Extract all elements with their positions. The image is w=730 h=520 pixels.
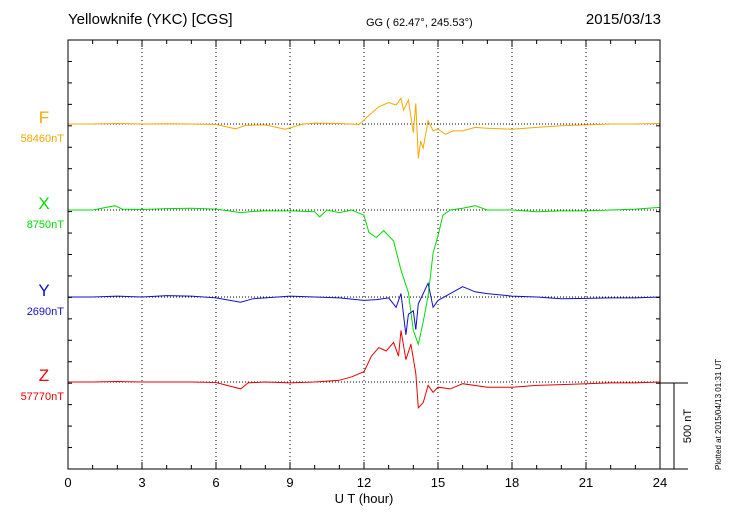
scale-bar: 500 nT [660, 382, 694, 470]
scale-bar-label: 500 nT [682, 409, 694, 444]
series-line-f [68, 96, 661, 159]
grid-lines [141, 40, 587, 469]
x-tick-label: 9 [286, 475, 293, 490]
component-label-f: F [39, 108, 49, 127]
x-tick-label: 6 [212, 475, 219, 490]
geographic-coordinates: GG ( 62.47°, 245.53°) [366, 17, 473, 29]
series-line-z [68, 330, 661, 409]
x-tick-label: 24 [653, 475, 667, 490]
baseline-value-z: 57770nT [21, 391, 65, 403]
series-line-y [68, 281, 661, 335]
x-tick-label: 0 [64, 475, 71, 490]
x-tick-label: 21 [579, 475, 593, 490]
x-tick-label: 12 [357, 475, 371, 490]
component-label-z: Z [39, 366, 49, 385]
component-label-x: X [38, 194, 49, 213]
station-title: Yellowknife (YKC) [CGS] [68, 11, 233, 28]
series-line-x [68, 205, 661, 346]
plot-date: 2015/03/13 [585, 11, 661, 28]
series-lines [68, 96, 661, 409]
baseline-value-x: 8750nT [27, 219, 65, 231]
component-label-y: Y [38, 281, 49, 300]
baseline-value-y: 2690nT [27, 306, 65, 318]
x-tick-label: 3 [138, 475, 145, 490]
x-axis-label: U T (hour) [335, 491, 394, 506]
axis-ticks: 0 3 6 9 12 15 18 21 24 [64, 39, 667, 490]
component-labels: F 58460nT X 8750nT Y 2690nT Z 57770nT [21, 108, 65, 403]
x-tick-label: 18 [505, 475, 519, 490]
baseline-value-f: 58460nT [21, 133, 65, 145]
x-tick-label: 15 [431, 475, 445, 490]
